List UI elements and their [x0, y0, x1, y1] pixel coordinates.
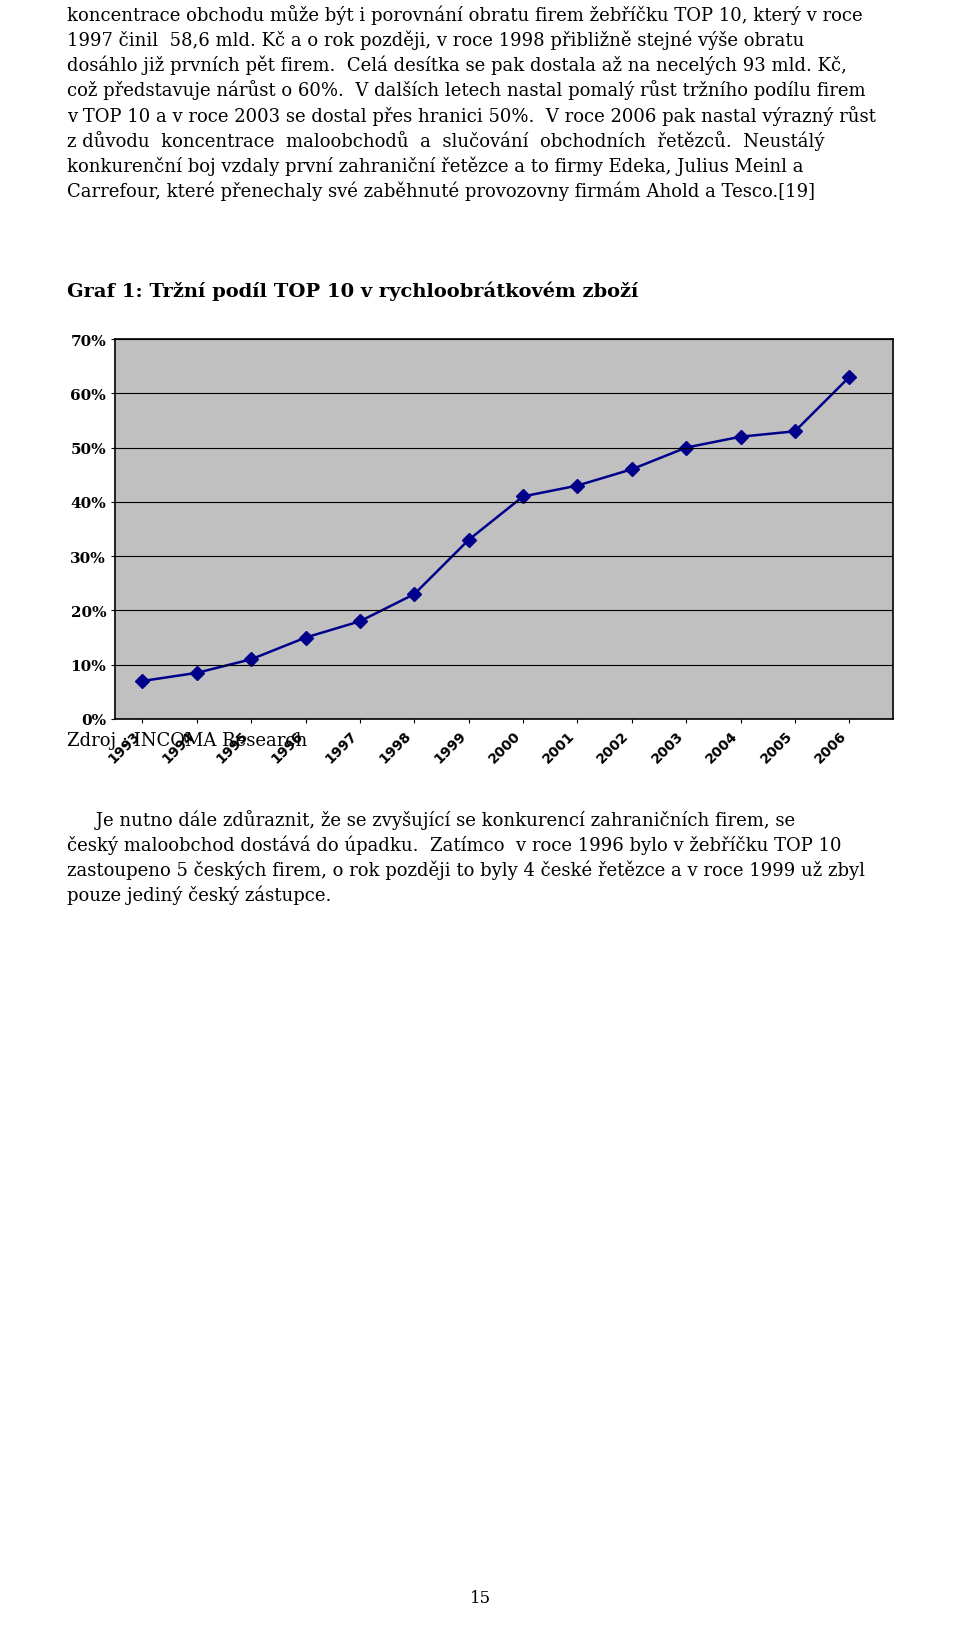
- Text: koncentrace obchodu může být i porovnání obratu firem žebříčku TOP 10, který v r: koncentrace obchodu může být i porovnání…: [67, 5, 876, 202]
- Text: 15: 15: [469, 1590, 491, 1606]
- Text: Je nutno dále zdůraznit, že se zvyšující se konkurencí zahraničních firem, se
če: Je nutno dále zdůraznit, že se zvyšující…: [67, 810, 865, 905]
- Text: Zdroj : INCOMA Research: Zdroj : INCOMA Research: [67, 731, 307, 749]
- Text: Graf 1: Tržní podíl TOP 10 v rychloobrátkovém zboží: Graf 1: Tržní podíl TOP 10 v rychloobrát…: [67, 282, 638, 300]
